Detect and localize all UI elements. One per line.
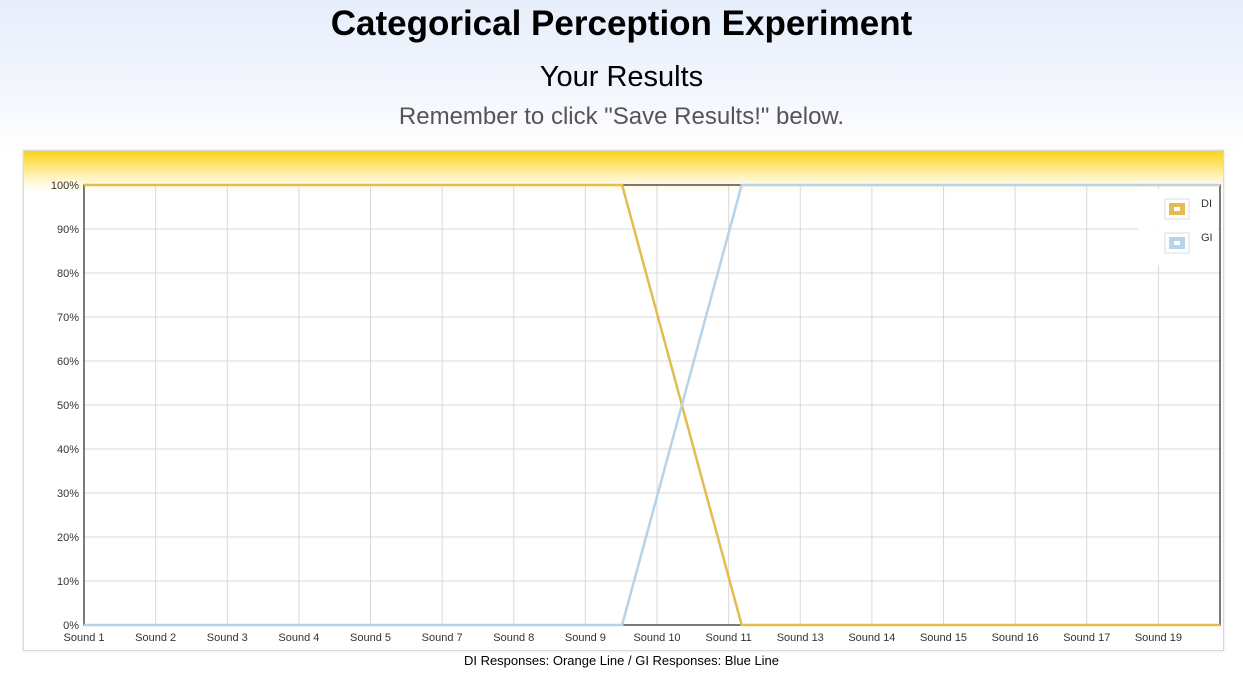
x-tick-label: Sound 9	[565, 632, 606, 644]
series-line-gi	[84, 183, 1220, 627]
results-heading: Your Results	[539, 61, 704, 93]
y-tick-label: 50%	[57, 400, 79, 412]
chart-caption: DI Responses: Orange Line / GI Responses…	[463, 653, 780, 668]
x-tick-label: Sound 4	[278, 632, 319, 644]
x-tick-label: Sound 3	[207, 632, 248, 644]
x-tick-label: Sound 13	[777, 632, 824, 644]
page-title: Categorical Perception Experiment	[330, 4, 913, 43]
y-tick-label: 90%	[57, 224, 79, 236]
x-tick-label: Sound 14	[848, 632, 895, 644]
y-tick-label: 80%	[57, 268, 79, 280]
chart-panel: 0% 10% 20% 30% 40% 50% 60% 70% 80% 90% 100% Sound 1…	[23, 150, 1224, 651]
x-tick-label: Sound 11	[705, 632, 751, 644]
plot-border	[83, 184, 1221, 626]
y-tick-label: 0%	[63, 620, 79, 632]
y-tick-label: 100%	[51, 180, 79, 192]
y-tick-label: 10%	[57, 576, 79, 588]
line-chart: 0% 10% 20% 30% 40% 50% 60% 70% 80% 90% 100% Sound 1…	[24, 151, 1223, 644]
y-tick-label: 70%	[57, 312, 79, 324]
y-tick-label: 60%	[57, 356, 79, 368]
x-tick-label: Sound 17	[1063, 632, 1110, 644]
y-tick-label: 30%	[57, 488, 79, 500]
x-tick-label: Sound 7	[422, 632, 463, 644]
x-tick-label: Sound 16	[992, 632, 1039, 644]
legend-label-di: DI	[1201, 198, 1212, 210]
x-tick-label: Sound 8	[493, 632, 534, 644]
y-tick-label: 40%	[57, 444, 79, 456]
x-tick-label: Sound 5	[350, 632, 391, 644]
series-line-di	[84, 183, 1220, 627]
legend-label-gi: GI	[1201, 232, 1213, 244]
x-tick-label: Sound 1	[64, 632, 105, 644]
save-reminder-text: Remember to click "Save Results!" below.	[398, 103, 845, 130]
x-tick-label: Sound 2	[135, 632, 176, 644]
x-tick-label: Sound 10	[633, 632, 680, 644]
legend-swatch-inner	[1174, 207, 1180, 211]
legend-swatch-inner	[1174, 241, 1180, 245]
x-tick-label: Sound 19	[1135, 632, 1182, 644]
y-tick-label: 20%	[57, 532, 79, 544]
x-tick-label: Sound 15	[920, 632, 967, 644]
